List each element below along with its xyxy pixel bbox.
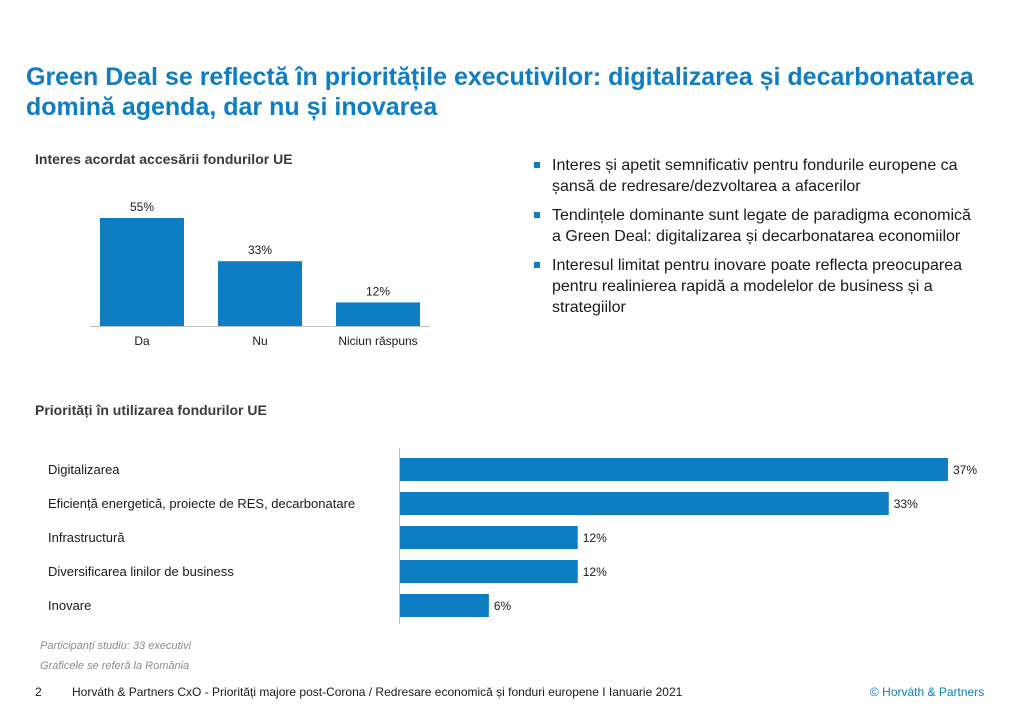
category-label: Digitalizarea	[48, 462, 120, 477]
category-label: Da	[134, 334, 150, 348]
data-label: 33%	[248, 243, 272, 257]
bullet-item: Interesul limitat pentru inovare poate r…	[532, 255, 982, 318]
category-label: Diversificarea linilor de business	[48, 564, 234, 579]
data-label: 37%	[953, 463, 977, 477]
vbar-chart: 55% Da 33% Nu 12% Niciun răspuns	[90, 200, 430, 348]
category-label: Niciun răspuns	[338, 334, 417, 348]
bullet-square-icon	[534, 212, 540, 218]
bullet-text: Interesul limitat pentru inovare poate r…	[552, 257, 963, 316]
data-label: 12%	[583, 565, 607, 579]
hbar-chart-title: Priorități în utilizarea fondurilor UE	[35, 402, 267, 418]
bar	[218, 261, 302, 326]
bullet-item: Interes și apetit semnificativ pentru fo…	[532, 155, 982, 197]
bar	[336, 302, 420, 326]
footer-text: Horváth & Partners CxO - Priorități majo…	[72, 685, 683, 699]
bullet-item: Tendințele dominante sunt legate de para…	[532, 205, 982, 247]
page-number: 2	[35, 685, 42, 699]
bullet-text: Tendințele dominante sunt legate de para…	[552, 207, 971, 245]
bullet-text: Interes și apetit semnificativ pentru fo…	[552, 157, 958, 195]
data-label: 33%	[894, 497, 918, 511]
footer-brand: © Horváth & Partners	[870, 685, 985, 699]
category-label: Eficiență energetică, proiecte de RES, d…	[48, 496, 355, 511]
data-label: 6%	[494, 599, 512, 613]
bar	[100, 218, 184, 326]
category-label: Inovare	[48, 598, 91, 613]
bar	[400, 526, 578, 549]
data-label: 12%	[366, 284, 390, 298]
page-title: Green Deal se reflectă în prioritățile e…	[26, 63, 974, 121]
bullet-list: Interes și apetit semnificativ pentru fo…	[532, 155, 982, 326]
bar	[400, 560, 578, 583]
data-label: 55%	[130, 200, 154, 214]
vbar-chart-title: Interes acordat accesării fondurilor UE	[35, 151, 293, 167]
bar	[400, 492, 889, 515]
category-label: Infrastructură	[48, 530, 125, 545]
data-label: 12%	[583, 531, 607, 545]
bar	[400, 594, 489, 617]
category-label: Nu	[252, 334, 267, 348]
bullet-square-icon	[534, 262, 540, 268]
bar	[400, 458, 948, 481]
footnote-scope: Graficele se referă la România	[40, 660, 190, 672]
footnote-participants: Participanți studiu: 33 executivi	[40, 640, 192, 652]
bullet-square-icon	[534, 162, 540, 168]
hbar-chart: Digitalizarea 37% Eficiență energetică, pr…	[48, 448, 977, 624]
